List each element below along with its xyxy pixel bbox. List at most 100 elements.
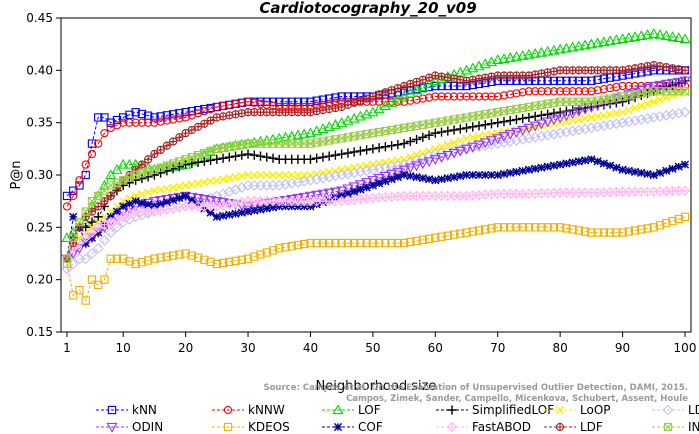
data-point [212,154,222,164]
data-point [281,243,290,252]
data-point [511,114,522,125]
data-point [523,48,535,59]
data-point [293,97,303,106]
data-point [561,126,572,138]
data-point [612,228,621,237]
data-point [587,228,596,237]
data-point [62,202,72,211]
legend-label: LOF [358,403,381,417]
data-point [417,159,429,170]
series-inflo [62,87,690,263]
x-tick-label: 60 [428,341,443,355]
data-point [243,149,253,159]
data-point [169,183,178,192]
data-point [543,87,552,96]
data-point [117,158,129,169]
data-point [680,160,690,169]
data-point [481,92,490,101]
data-point [393,140,403,150]
data-point [156,253,165,262]
data-point [461,123,472,133]
data-point [618,108,627,117]
data-point [92,242,104,254]
data-point [361,193,373,205]
data-point [298,175,310,187]
data-point [262,248,271,257]
legend-label: FastABOD [472,420,531,434]
data-point [585,122,597,134]
data-point [436,153,448,163]
data-point [618,165,627,174]
data-point [293,170,303,180]
data-point [131,118,140,127]
x-tick-label: 30 [240,341,255,355]
data-point [350,187,359,196]
data-point [111,164,123,174]
x-tick-label: 90 [615,341,630,355]
data-point [443,81,452,91]
chart-title: Cardiotocography_20_v09 [259,0,476,17]
data-point [512,89,521,98]
data-point [323,188,335,199]
data-point [630,81,640,91]
data-point [574,157,583,166]
data-point [411,134,422,145]
data-point [175,114,184,123]
x-tick-label: 20 [178,341,193,355]
data-point [243,207,253,216]
data-point [624,227,633,236]
data-point [69,191,78,201]
data-point [556,76,565,85]
data-point [268,153,278,163]
data-point [387,141,397,151]
data-point [424,234,434,243]
legend: kNN kNNW LOF SimplifiedLOF LoOP LDOF ODIN KDEOS… [96,403,699,434]
data-point [474,226,484,235]
data-point [605,110,615,119]
data-point [249,150,259,160]
data-point [355,193,366,205]
data-point [431,81,440,91]
data-point [436,127,447,137]
data-point [673,77,685,88]
series-simplifiedlof [62,76,690,264]
legend-marker [333,422,343,432]
data-point [62,254,72,263]
data-point [468,170,477,180]
data-point [648,27,660,38]
data-point [649,97,658,106]
data-point [599,85,608,94]
legend-marker [555,405,565,415]
data-point [150,118,159,127]
data-point [268,203,278,212]
data-point [512,223,521,232]
series-fastabod [61,185,691,265]
data-point [580,87,590,96]
data-point [355,146,365,156]
data-point [87,149,97,159]
y-tick-label: 0.25 [26,220,53,234]
data-point [125,110,134,119]
watermark-line-1: Source: Campos et al. On the Evaluation … [263,383,688,393]
legend-marker [662,404,674,416]
data-point [556,160,565,169]
data-point [330,170,341,182]
data-point [343,148,353,158]
data-point [598,36,610,47]
data-point [331,238,340,248]
data-point [237,98,246,107]
data-point [443,174,452,183]
data-point [624,81,633,91]
data-point [137,190,147,199]
data-point [617,117,628,129]
data-point [481,225,490,234]
data-point [337,238,346,248]
data-point [262,152,272,162]
data-point [437,142,446,151]
data-point [368,181,377,190]
data-point [317,172,329,184]
data-point [456,92,465,101]
data-point [169,196,178,205]
data-point [679,33,691,44]
data-point [531,164,540,173]
